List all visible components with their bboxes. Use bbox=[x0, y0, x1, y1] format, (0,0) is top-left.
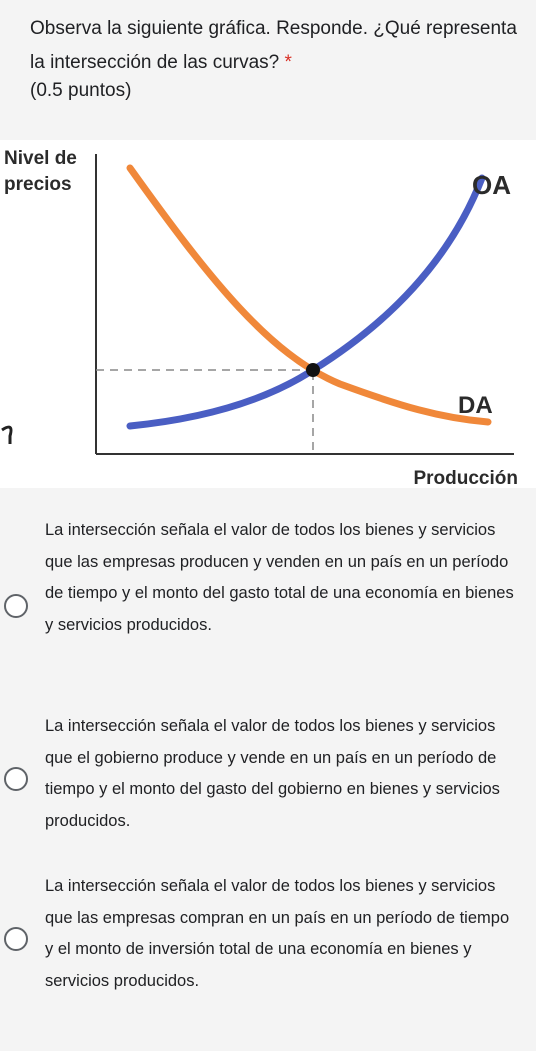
y-axis-label-line1: Nivel de bbox=[4, 148, 77, 169]
option-3-text: La intersección señala el valor de todos… bbox=[45, 877, 510, 990]
question-text: Observa la siguiente gráfica. Responde. … bbox=[30, 18, 517, 73]
chart-svg bbox=[1, 154, 514, 455]
intersection-point bbox=[306, 363, 320, 377]
series-label-da: DA bbox=[458, 392, 493, 419]
radio-button-3[interactable] bbox=[4, 927, 28, 951]
option-1-text: La intersección señala el valor de todos… bbox=[45, 521, 514, 634]
chart-figure: Nivel de precios OA DA Producción bbox=[0, 140, 536, 489]
question-title: Observa la siguiente gráfica. Responde. … bbox=[30, 12, 520, 80]
radio-button-2[interactable] bbox=[4, 767, 28, 791]
cursor-mark bbox=[1, 425, 13, 444]
y-axis-label-line2: precios bbox=[4, 174, 72, 195]
y-axis-label: Nivel de precios bbox=[4, 146, 77, 198]
series-oa-curve bbox=[126, 174, 486, 430]
radio-button-1[interactable] bbox=[4, 594, 28, 618]
x-axis-label: Producción bbox=[413, 468, 518, 489]
series-da-curve bbox=[126, 164, 492, 426]
series-label-oa: OA bbox=[472, 170, 511, 200]
required-asterisk: * bbox=[284, 52, 292, 73]
option-2-text: La intersección señala el valor de todos… bbox=[45, 717, 500, 830]
question-points: (0.5 puntos) bbox=[30, 80, 132, 101]
